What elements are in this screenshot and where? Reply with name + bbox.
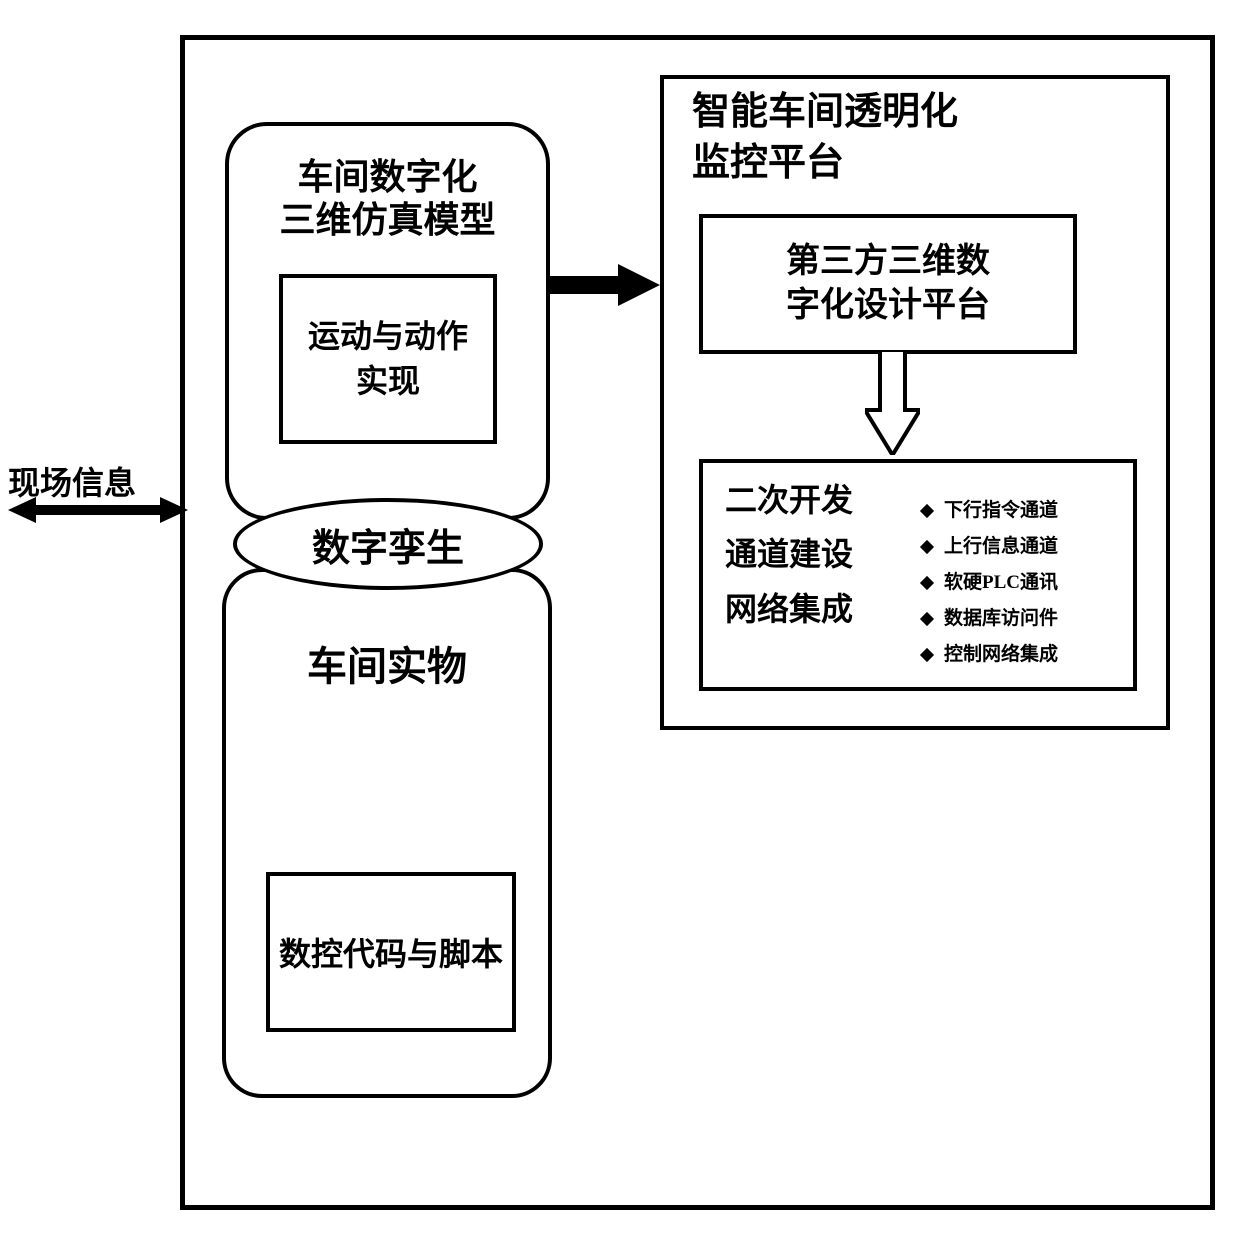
bullet-text-3: 数据库访问件	[944, 601, 1058, 637]
bullet-text-0: 下行指令通道	[944, 493, 1058, 529]
dev-bullet-list: 下行指令通道 上行信息通道 软硬PLC通讯 数据库访问件 控制网络集成	[918, 463, 1133, 687]
third-party-platform-box: 第三方三维数 字化设计平台	[699, 214, 1077, 354]
sim-model-title-line2: 三维仿真模型	[229, 199, 546, 242]
sim-model-title-line1: 车间数字化	[229, 156, 546, 199]
monitor-title-line2: 监控平台	[692, 138, 1146, 189]
digital-twin-label: 数字孪生	[312, 517, 464, 572]
arrow-sim-to-platform	[550, 260, 660, 310]
physical-workshop-box: 车间实物 数控代码与脚本	[222, 568, 552, 1098]
monitor-platform-title: 智能车间透明化 监控平台	[692, 87, 1146, 190]
physical-title: 车间实物	[226, 634, 548, 692]
third-party-line1: 第三方三维数	[786, 240, 990, 284]
diamond-bullet-icon	[920, 648, 934, 662]
bullet-text-2: 软硬PLC通讯	[944, 565, 1058, 601]
monitor-title-line1: 智能车间透明化	[692, 87, 1146, 138]
system-diagram: 现场信息 车间数字化 三维仿真模型 运动与动作 实现 数字孪生 车间实物 数控代…	[0, 0, 1240, 1242]
bullet-item: 上行信息通道	[922, 529, 1127, 565]
cnc-code-label: 数控代码与脚本	[279, 929, 503, 975]
motion-action-line2: 实现	[356, 359, 420, 404]
diamond-bullet-icon	[920, 612, 934, 626]
bullet-text-4: 控制网络集成	[944, 637, 1058, 673]
bullet-item: 数据库访问件	[922, 601, 1127, 637]
digital-twin-ellipse: 数字孪生	[233, 498, 543, 590]
bullet-item: 软硬PLC通讯	[922, 565, 1127, 601]
dev-left-line-2: 网络集成	[725, 582, 910, 636]
bullet-text-1: 上行信息通道	[944, 529, 1058, 565]
diamond-bullet-icon	[920, 576, 934, 590]
sim-model-box: 车间数字化 三维仿真模型 运动与动作 实现	[225, 122, 550, 520]
diamond-bullet-icon	[920, 540, 934, 554]
dev-left-line-0: 二次开发	[725, 473, 910, 527]
bullet-item: 下行指令通道	[922, 493, 1127, 529]
field-info-double-arrow	[8, 495, 188, 525]
arrow-third-party-to-dev	[865, 350, 920, 455]
third-party-line2: 字化设计平台	[786, 284, 990, 328]
cnc-code-box: 数控代码与脚本	[266, 872, 516, 1032]
motion-action-line1: 运动与动作	[308, 314, 468, 359]
dev-left-column: 二次开发 通道建设 网络集成	[703, 463, 918, 687]
dev-left-line-1: 通道建设	[725, 527, 910, 581]
diamond-bullet-icon	[920, 504, 934, 518]
bullet-item: 控制网络集成	[922, 637, 1127, 673]
secondary-dev-box: 二次开发 通道建设 网络集成 下行指令通道 上行信息通道 软硬PLC通讯 数据库…	[699, 459, 1137, 691]
motion-action-box: 运动与动作 实现	[279, 274, 497, 444]
